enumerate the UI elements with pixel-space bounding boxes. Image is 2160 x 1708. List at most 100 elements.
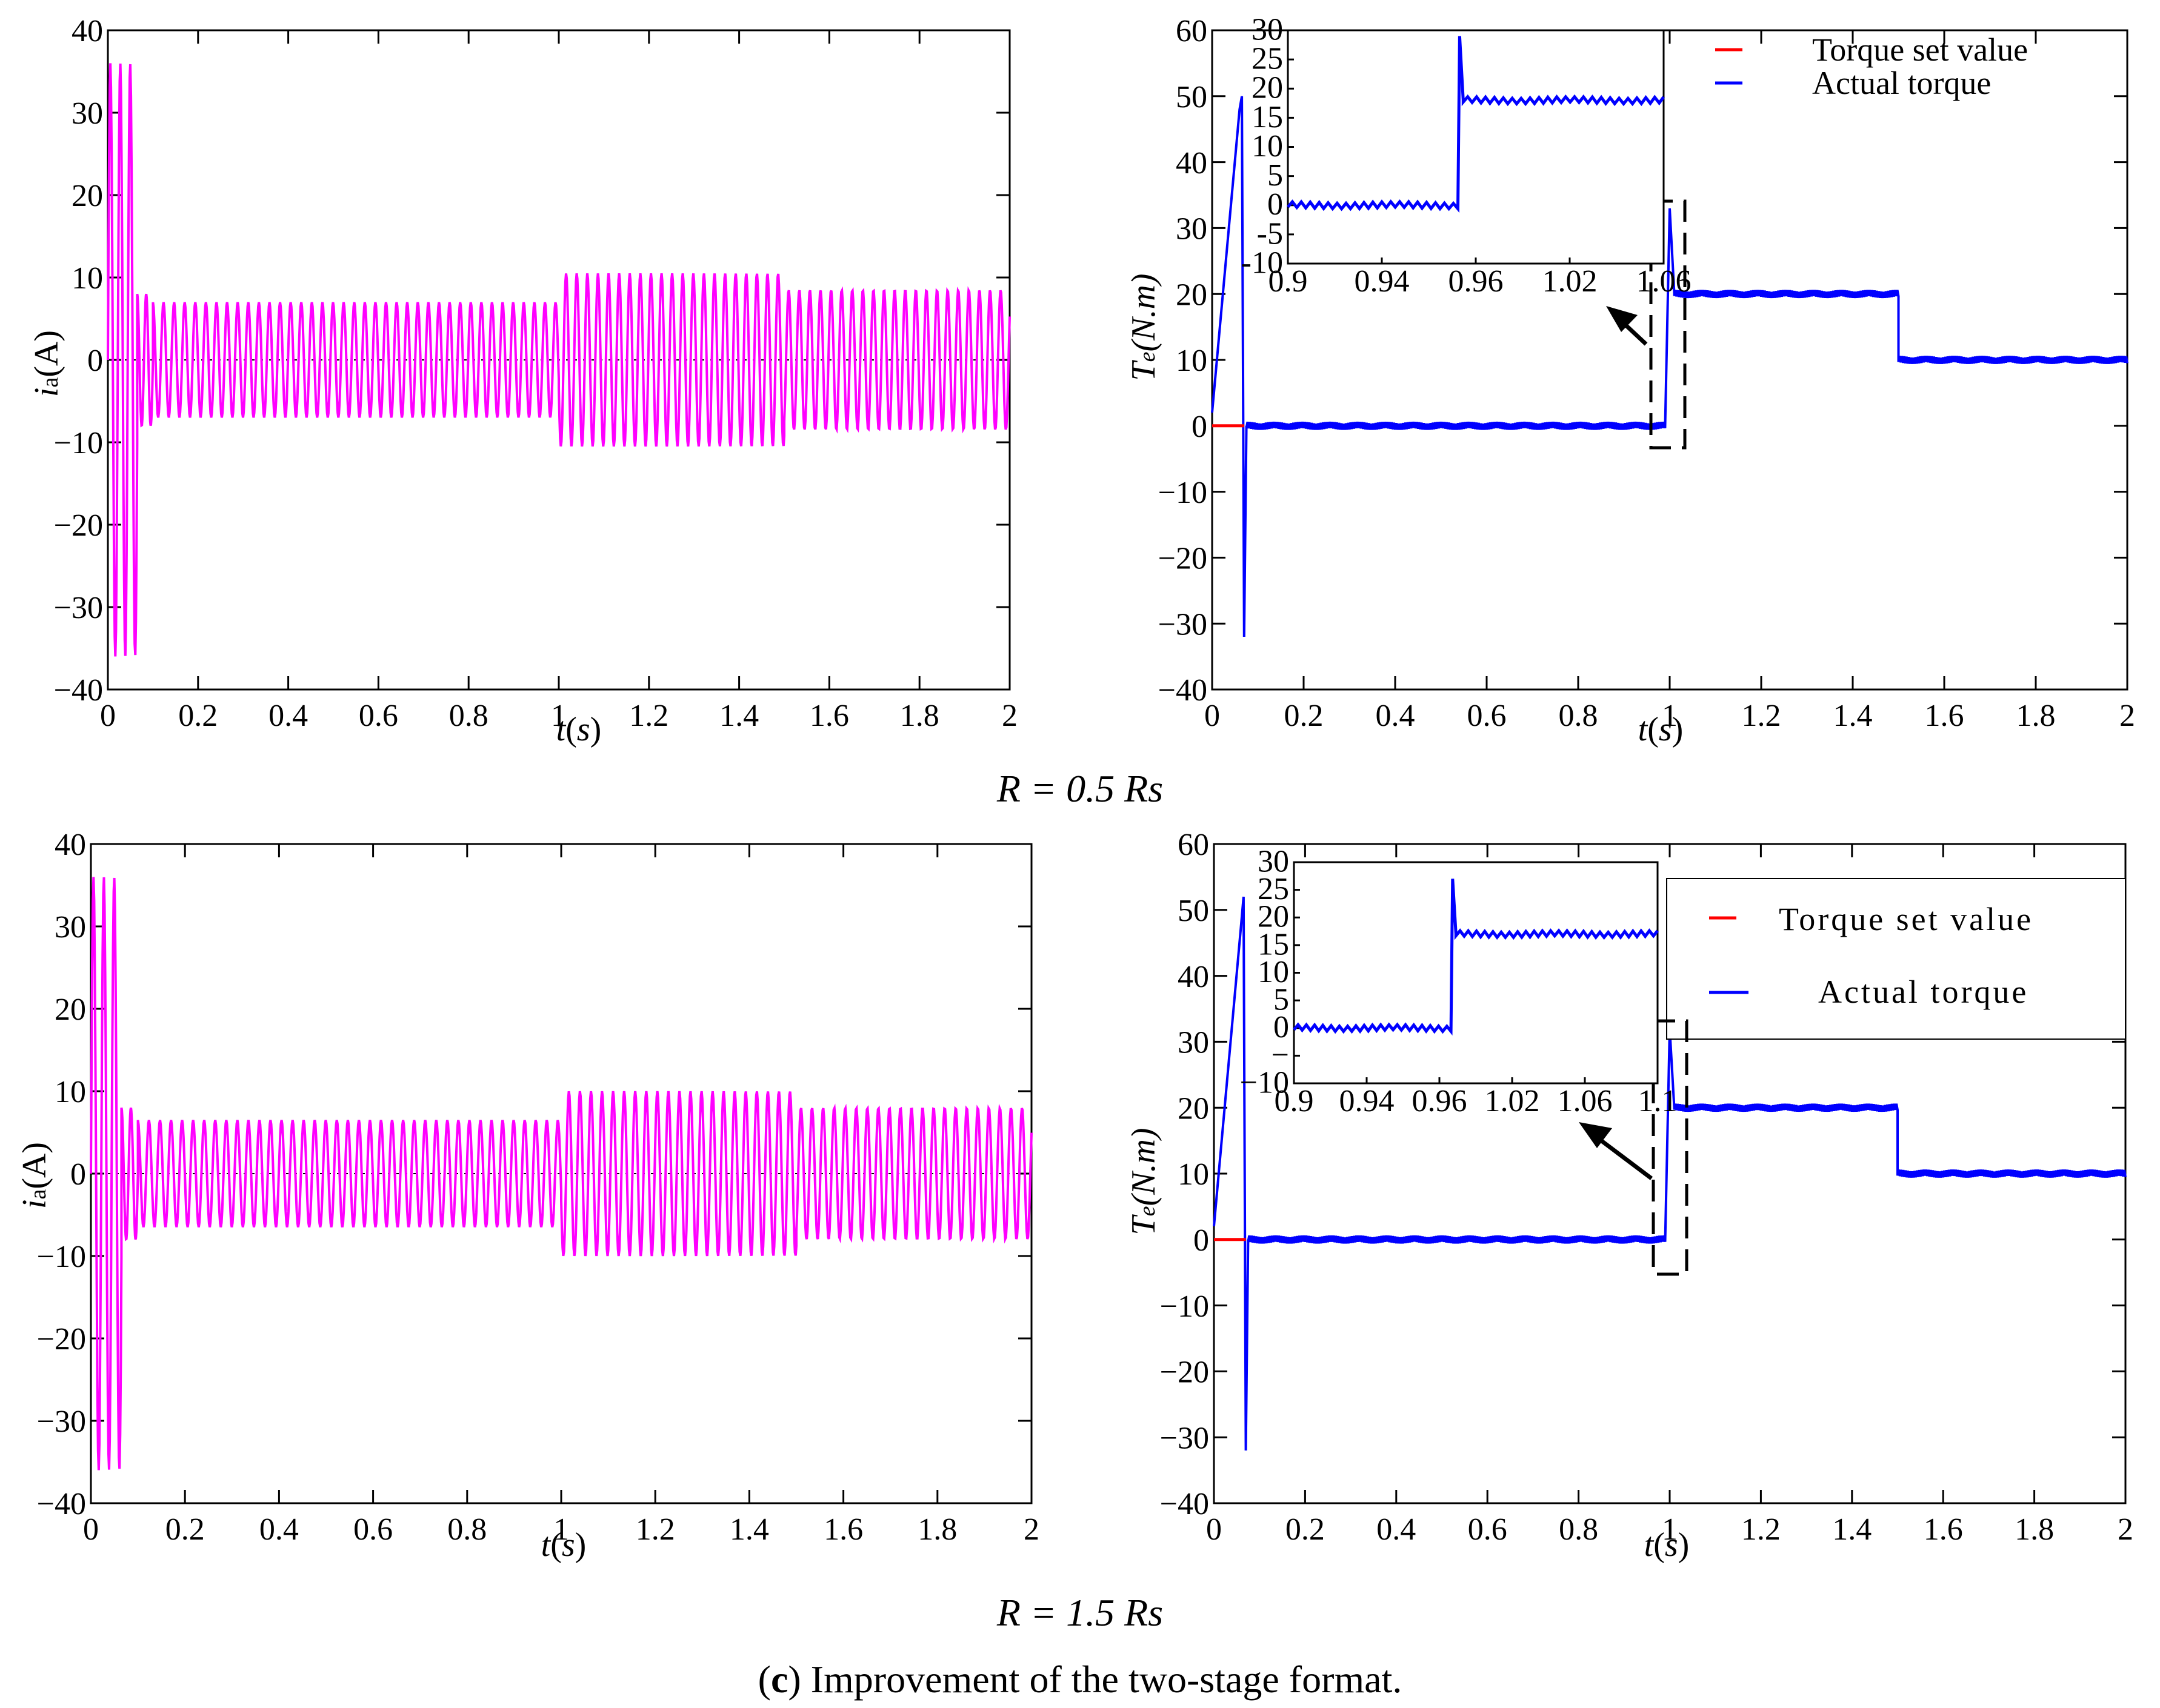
y-tick-label: 10 <box>1178 1157 1209 1192</box>
actual-torque-line <box>1211 96 2128 637</box>
y-tick-label: 30 <box>55 910 86 945</box>
x-tick-label: 0 <box>1204 699 1220 733</box>
x-tick-label: 2 <box>1024 1512 1039 1547</box>
y-tick-label: 10 <box>55 1075 86 1109</box>
inset-frame <box>1287 29 1665 265</box>
y-tick-label: 30 <box>72 96 103 131</box>
y-tick-label: −10 <box>37 1240 86 1274</box>
x-tick-label: 1.2 <box>1742 699 1781 733</box>
y-tick-label: 20 <box>1176 277 1207 312</box>
y-axis-label: Te(N.m) <box>1125 1128 1162 1235</box>
x-tick-label: 1.8 <box>900 699 939 733</box>
x-tick-label: 0.94 <box>1339 1084 1395 1118</box>
x-tick-label: 1 <box>1662 1512 1678 1547</box>
x-tick-label: 0.4 <box>1376 699 1415 733</box>
y-tick-label: 20 <box>72 179 103 213</box>
x-tick-label: 0.2 <box>165 1512 205 1547</box>
y-tick-label: −40 <box>54 673 103 708</box>
y-tick-label: −30 <box>54 591 103 625</box>
x-tick-label: 1.06 <box>1636 264 1692 299</box>
legend-label-set: Torque set value <box>1779 901 2033 937</box>
actual-torque-line <box>1213 896 2127 1451</box>
caption-label: c <box>770 1658 788 1701</box>
x-tick-label: 1 <box>551 699 567 733</box>
y-tick-label: 60 <box>1178 828 1209 862</box>
zoom-region-box <box>1649 199 1687 450</box>
x-tick-label: 1.2 <box>629 699 668 733</box>
y-tick-label: 10 <box>72 261 103 296</box>
inset-x-tick-labels: 0.9 0.94 0.96 1.02 1.06 1.1 <box>1275 1077 1678 1118</box>
y-tick-label: 0 <box>87 344 103 378</box>
y-tick-label: − <box>1272 1038 1289 1072</box>
x-tick-label: 1.4 <box>730 1512 769 1547</box>
x-tick-label: 0.2 <box>178 699 218 733</box>
y-tick-label: −10 <box>1160 1289 1209 1324</box>
x-tick-label: 0.6 <box>1467 699 1507 733</box>
x-tick-label: 1.6 <box>1925 699 1964 733</box>
torque-traces <box>1211 96 2128 637</box>
x-tick-label: 2 <box>2119 699 2135 733</box>
y-tick-label: −10 <box>54 426 103 460</box>
x-tick-labels: 0 0.2 0.4 0.6 0.8 1 1.2 1.4 1.6 1.8 2 <box>83 844 1039 1547</box>
y-tick-label: 0 <box>1192 410 1207 444</box>
x-tick-label: 1.8 <box>2015 1512 2054 1547</box>
inset-actual-torque-line <box>1287 36 1665 213</box>
x-tick-label: 2 <box>1002 699 1018 733</box>
x-tick-label: 0.6 <box>1468 1512 1507 1547</box>
x-tick-label: 0.6 <box>353 1512 393 1547</box>
x-tick-label: 0.9 <box>1268 264 1308 299</box>
caption-text: Improvement of the two-stage format. <box>810 1658 1402 1701</box>
y-tick-labels: 40 30 20 10 0 −10 −20 −30 −40 <box>37 828 1032 1521</box>
x-tick-label: 0.2 <box>1285 1512 1325 1547</box>
y-tick-label: −10 <box>1240 1065 1289 1100</box>
inset-actual-torque-line <box>1293 879 1659 1036</box>
x-tick-label: 0.94 <box>1355 264 1410 299</box>
x-tick-label: 1.02 <box>1485 1084 1540 1118</box>
legend: Torque set value Actual torque <box>1715 32 2028 101</box>
x-tick-label: 0 <box>83 1512 99 1547</box>
current-trace <box>90 877 1033 1470</box>
x-tick-label: 1.02 <box>1542 264 1598 299</box>
x-tick-label: 1.8 <box>2016 699 2056 733</box>
y-tick-label: 40 <box>1176 146 1207 181</box>
legend: Torque set value Actual torque <box>1666 878 2126 1040</box>
y-tick-label: 0 <box>1267 187 1283 222</box>
inset-x-tick-labels: 0.9 0.94 0.96 1.02 1.06 <box>1268 258 1692 299</box>
y-tick-label: 50 <box>1178 894 1209 928</box>
x-tick-label: 0.4 <box>1376 1512 1416 1547</box>
x-tick-label: 2 <box>2118 1512 2133 1547</box>
x-axis-label: t(s) <box>541 1526 587 1564</box>
x-tick-label: 1.8 <box>918 1512 957 1547</box>
y-tick-label: 20 <box>1178 1091 1209 1126</box>
y-tick-label: 30 <box>1178 1026 1209 1060</box>
y-tick-label: 0 <box>70 1157 86 1192</box>
legend-label-actual: Actual torque <box>1812 65 1991 101</box>
x-tick-label: 1.4 <box>719 699 759 733</box>
x-tick-labels: 0 0.2 0.4 0.6 0.8 1 1.2 1.4 1.6 1.8 2 <box>1206 844 2133 1547</box>
y-tick-label: −40 <box>1158 673 1207 708</box>
x-tick-label: 1.2 <box>1741 1512 1781 1547</box>
y-axis-label: ia(A) <box>28 330 65 397</box>
zoom-region-box <box>1652 1019 1688 1276</box>
x-tick-label: 0.8 <box>1559 1512 1598 1547</box>
y-tick-label: 10 <box>1176 344 1207 378</box>
y-tick-label: 50 <box>1176 80 1207 115</box>
x-tick-label: 0.4 <box>268 699 308 733</box>
x-axis-label: t(s) <box>556 711 602 748</box>
y-tick-label: 30 <box>1258 844 1289 879</box>
y-tick-label: −40 <box>37 1487 86 1521</box>
inset-torque-trace <box>1293 879 1659 1036</box>
current-trace <box>107 63 1011 657</box>
x-tick-label: 1 <box>553 1512 569 1547</box>
x-axis-label: t(s) <box>1638 711 1684 748</box>
row-label-r05: R = 0.5 Rs <box>996 767 1164 810</box>
torque-traces <box>1213 896 2127 1451</box>
current-chart-r15: 40 30 20 10 0 −10 −20 −30 −40 0 0.2 0.4 0.6 0.8 1 1.2 1… <box>16 828 1039 1564</box>
y-tick-label: 10 <box>1252 129 1283 164</box>
